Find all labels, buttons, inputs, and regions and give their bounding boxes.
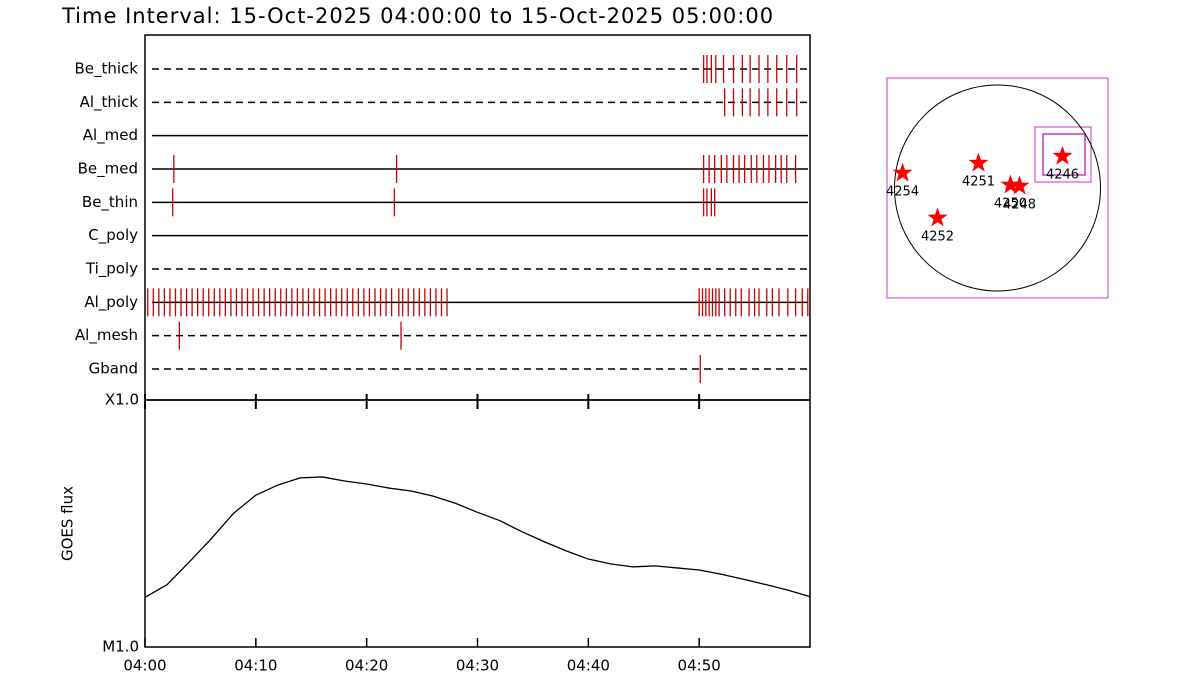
- row-label: Gband: [89, 360, 138, 378]
- row-label: Ti_poly: [85, 260, 138, 279]
- x-tick-label: 04:40: [567, 657, 610, 675]
- region-label: 4248: [1003, 197, 1036, 212]
- row-label: Al_poly: [84, 293, 138, 312]
- x-tick-label: 04:30: [456, 657, 499, 675]
- x-tick-label: 04:50: [678, 657, 721, 675]
- x-tick-label: 04:00: [123, 657, 166, 675]
- y-tick-label: X1.0: [105, 391, 139, 409]
- region-star: [1000, 174, 1021, 194]
- region-label: 4252: [921, 229, 954, 244]
- row-label: Al_med: [83, 126, 138, 145]
- flux-line: [144, 476, 811, 598]
- plot-frame: [144, 34, 811, 401]
- map-frame: [886, 77, 1109, 299]
- chart-title: Time Interval: 15-Oct-2025 04:00:00 to 1…: [61, 4, 774, 28]
- region-star: [1052, 145, 1073, 165]
- region-label: 4246: [1046, 168, 1079, 183]
- solar-disk: [894, 84, 1101, 292]
- row-label: Be_med: [78, 160, 138, 179]
- region-label: 4251: [962, 175, 995, 190]
- plot-frame: [144, 399, 811, 648]
- row-label: C_poly: [88, 226, 138, 245]
- x-tick-label: 04:20: [345, 657, 388, 675]
- row-label: Be_thin: [82, 193, 138, 212]
- fov-box: [1034, 126, 1092, 183]
- y-tick-label: M1.0: [102, 638, 139, 656]
- region-star: [968, 152, 989, 172]
- region-star: [892, 162, 913, 182]
- x-tick-label: 04:10: [234, 657, 277, 675]
- region-star: [927, 207, 948, 227]
- row-label: Al_mesh: [75, 326, 138, 345]
- region-label: 4254: [886, 185, 919, 200]
- y-axis-label: GOES flux: [59, 486, 77, 561]
- row-label: Be_thick: [74, 60, 138, 79]
- region-label: 4250: [994, 197, 1027, 212]
- row-label: Al_thick: [80, 93, 139, 112]
- region-star: [1009, 175, 1030, 195]
- fov-box-inner: [1042, 133, 1086, 176]
